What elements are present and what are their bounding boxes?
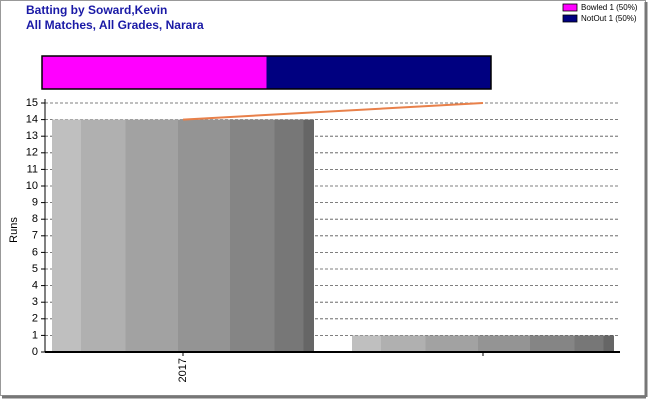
y-tick-label: 3	[32, 296, 38, 308]
y-tick-label: 0	[32, 346, 38, 358]
x-tick-label: 2017	[177, 358, 189, 382]
y-tick-label: 8	[32, 213, 38, 225]
y-tick-label: 9	[32, 197, 38, 209]
y-tick-label: 2	[32, 313, 38, 325]
legend-swatch	[562, 3, 578, 12]
y-tick-label: 12	[26, 147, 38, 159]
y-tick-label: 5	[32, 263, 38, 275]
chart-subtitle: All Matches, All Grades, Narara	[26, 18, 204, 32]
trend-line	[182, 102, 484, 121]
y-axis-label: Runs	[8, 217, 20, 243]
y-tick-label: 7	[32, 230, 38, 242]
legend-label: NotOut 1 (50%)	[581, 14, 637, 23]
y-tick-label: 1	[32, 329, 38, 341]
bar	[352, 335, 614, 352]
y-tick-label: 4	[32, 280, 38, 292]
y-tick-label: 13	[26, 130, 38, 142]
proportion-border	[41, 55, 492, 90]
y-tick-label: 11	[27, 163, 38, 175]
y-tick-label: 14	[26, 114, 38, 126]
y-tick-label: 15	[26, 97, 38, 109]
proportion-segment	[266, 56, 491, 89]
legend-label: Bowled 1 (50%)	[581, 3, 638, 12]
legend-swatch	[562, 14, 578, 23]
y-tick-label: 6	[32, 246, 38, 258]
proportion-segment	[42, 56, 267, 89]
chart-title: Batting by Soward,Kevin	[26, 3, 167, 17]
bar	[52, 119, 314, 352]
y-tick-label: 10	[26, 180, 38, 192]
